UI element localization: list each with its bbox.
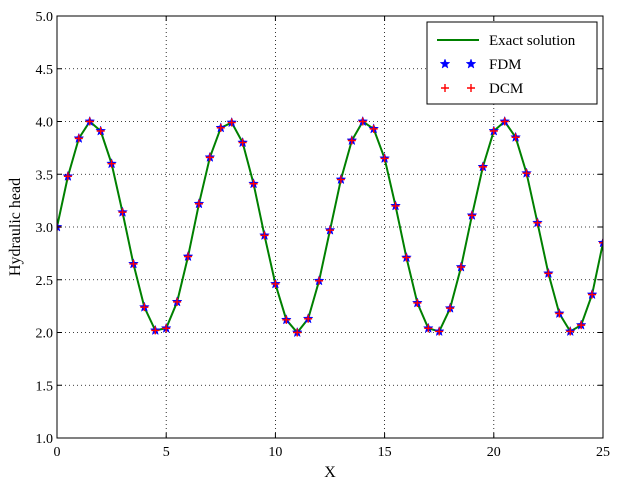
x-tick-label: 15 xyxy=(378,445,392,460)
dcm-point xyxy=(522,169,531,178)
legend-swatch-star xyxy=(465,58,477,69)
dcm-point xyxy=(271,279,280,288)
x-tick-label: 10 xyxy=(268,445,282,460)
legend-entry-dcm: DCM xyxy=(441,81,523,97)
legend-label: Exact solution xyxy=(489,33,576,49)
dcm-point xyxy=(413,298,422,307)
y-tick-label: 3.5 xyxy=(36,168,54,183)
dcm-point xyxy=(293,328,302,337)
y-tick-label: 3.0 xyxy=(36,221,54,236)
y-tick-label: 5.0 xyxy=(36,10,54,25)
dcm-point xyxy=(446,304,455,313)
series-clip-group xyxy=(57,115,603,338)
dcm-point xyxy=(467,211,476,220)
legend-label: FDM xyxy=(489,57,522,73)
legend: Exact solution FDM DCM xyxy=(426,21,598,105)
y-tick-label: 1.5 xyxy=(36,379,54,394)
legend-entries: Exact solution FDM DCM xyxy=(437,33,576,97)
dcm-point xyxy=(577,321,586,330)
legend-entry-exact-solution: Exact solution xyxy=(437,33,576,49)
dcm-point xyxy=(238,138,247,147)
y-tick-label: 2.0 xyxy=(36,327,54,342)
dcm-point xyxy=(227,118,236,127)
dcm-point xyxy=(85,117,94,126)
dcm-point xyxy=(380,154,389,163)
dcm-point xyxy=(566,327,575,336)
dcm-point xyxy=(140,303,149,312)
dcm-point xyxy=(315,276,324,285)
dcm-point xyxy=(118,208,127,217)
x-tick-label: 0 xyxy=(54,445,61,460)
dcm-point xyxy=(347,136,356,145)
x-tick-label: 25 xyxy=(596,445,610,460)
legend-swatch-plus xyxy=(467,84,475,92)
dcm-point xyxy=(304,314,313,323)
dcm-point xyxy=(358,117,367,126)
y-axis-title: Hydraulic head xyxy=(7,178,24,276)
dcm-point xyxy=(162,324,171,333)
x-tick-label: 20 xyxy=(487,445,501,460)
dcm-point xyxy=(402,253,411,262)
dcm-point xyxy=(588,290,597,299)
dcm-point xyxy=(74,134,83,143)
dcm-point xyxy=(249,179,258,188)
series-layer xyxy=(57,115,603,338)
legend-box xyxy=(426,21,598,105)
dcm-point xyxy=(424,324,433,333)
dcm-point xyxy=(282,315,291,324)
dcm-point xyxy=(336,175,345,184)
dcm-point xyxy=(205,153,214,162)
series-dcm xyxy=(57,117,603,337)
dcm-point xyxy=(533,218,542,227)
dcm-point xyxy=(544,269,553,278)
y-tick-label: 4.5 xyxy=(36,63,54,78)
legend-swatch-star xyxy=(439,58,451,69)
y-tick-label: 2.5 xyxy=(36,274,54,289)
dcm-point xyxy=(107,159,116,168)
dcm-point xyxy=(151,326,160,335)
dcm-point xyxy=(511,133,520,142)
dcm-point xyxy=(129,259,138,268)
legend-swatch-plus xyxy=(441,84,449,92)
dcm-point xyxy=(369,124,378,133)
dcm-point xyxy=(599,238,603,247)
dcm-point xyxy=(173,297,182,306)
dcm-point xyxy=(96,126,105,135)
x-axis-title: X xyxy=(324,464,336,481)
dcm-point xyxy=(435,327,444,336)
dcm-point xyxy=(63,172,72,181)
dcm-point xyxy=(260,231,269,240)
dcm-point xyxy=(500,117,509,126)
dcm-point xyxy=(457,263,466,272)
y-tick-label: 4.0 xyxy=(36,116,54,131)
legend-entry-fdm: FDM xyxy=(439,57,522,73)
dcm-point xyxy=(391,201,400,210)
legend-label: DCM xyxy=(489,81,523,97)
dcm-point xyxy=(326,226,334,235)
y-tick-label: 1.0 xyxy=(36,432,54,447)
axis-ticks: 0 5 10 15 20 25 1.0 1.5 2.0 2.5 3.0 3.5 4.0 4.5 5.0 xyxy=(36,10,611,460)
dcm-point xyxy=(216,123,225,132)
dcm-point xyxy=(489,126,498,135)
dcm-point xyxy=(184,252,193,261)
dcm-point xyxy=(555,309,564,318)
dcm-point xyxy=(194,199,203,208)
x-tick-label: 5 xyxy=(163,445,170,460)
dcm-point xyxy=(478,162,487,171)
